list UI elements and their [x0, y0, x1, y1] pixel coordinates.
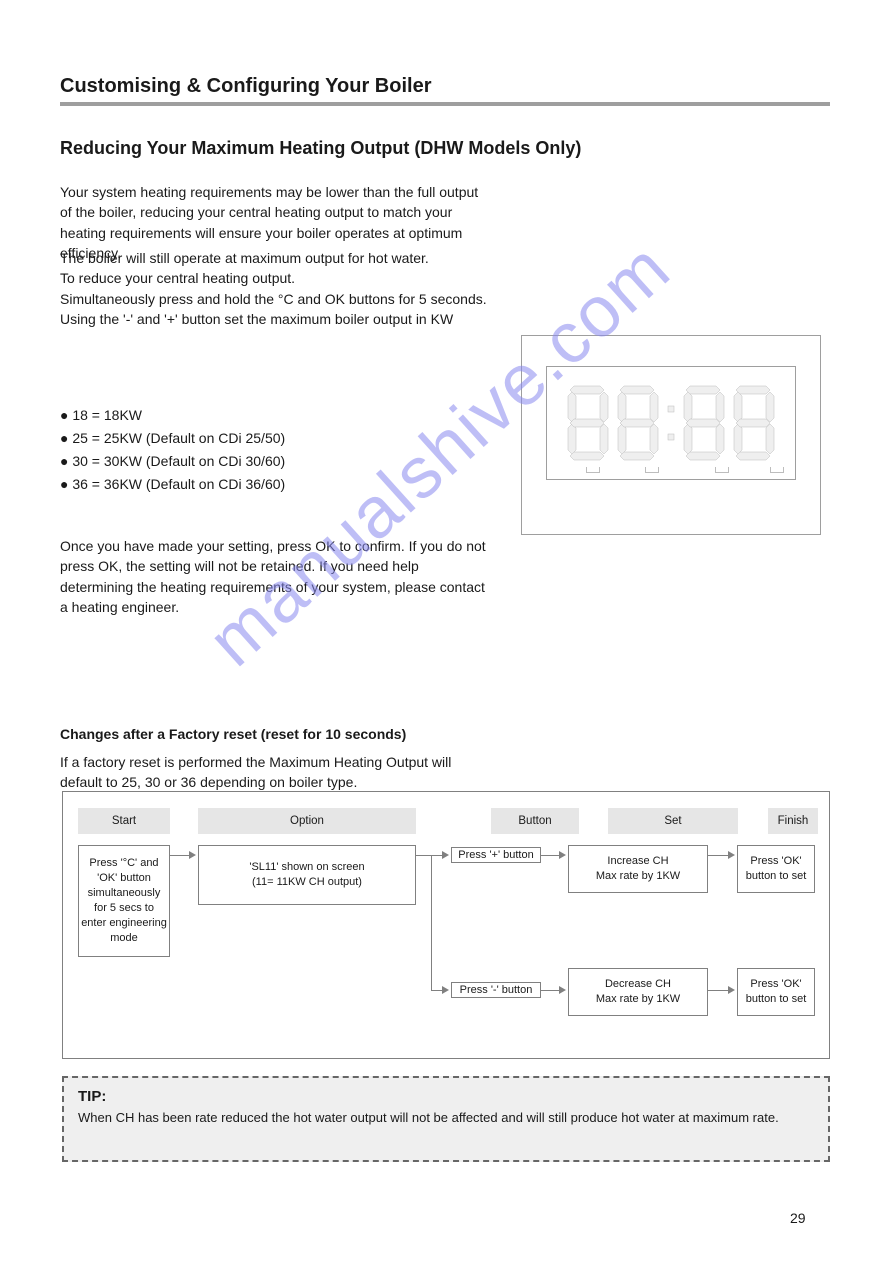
flow-set-up-box: Increase CH Max rate by 1KW	[568, 845, 708, 893]
flow-line: button to set	[746, 992, 807, 1007]
flow-diagram: Start Option Button Set Finish Press '°C…	[62, 791, 830, 1059]
flow-line: Press '-' button	[460, 983, 533, 998]
flow-col-button: Button	[491, 808, 579, 834]
seven-segment-digit	[732, 384, 776, 462]
flow-line: Increase CH	[607, 854, 668, 869]
divider-rule	[60, 102, 830, 106]
bullet: ● 36 = 36KW (Default on CDi 36/60)	[60, 474, 490, 495]
flow-btn-up-box: Press '+' button	[451, 847, 541, 863]
arrow	[541, 855, 561, 856]
seven-segment-group	[547, 367, 795, 479]
flow-col-start: Start	[78, 808, 170, 834]
reset-heading: Changes after a Factory reset (reset for…	[60, 726, 406, 742]
kw-bullets: ● 18 = 18KW ● 25 = 25KW (Default on CDi …	[60, 405, 490, 497]
underflag-icon	[645, 467, 659, 473]
bullet: ● 30 = 30KW (Default on CDi 30/60)	[60, 451, 490, 472]
underflag-icon	[586, 467, 600, 473]
flow-line: enter engineering	[81, 916, 167, 931]
underflag-icon	[770, 467, 784, 473]
paragraph-confirm: Once you have made your setting, press O…	[60, 536, 490, 617]
flow-col-set: Set	[608, 808, 738, 834]
flow-line: 'OK' button	[97, 871, 151, 886]
section-subtitle: Reducing Your Maximum Heating Output (DH…	[60, 138, 581, 159]
flow-line: Press '°C' and	[89, 856, 158, 871]
seven-segment-digit	[682, 384, 726, 462]
paragraph-procedure: The boiler will still operate at maximum…	[60, 248, 490, 329]
flow-line: Max rate by 1KW	[596, 992, 680, 1007]
page-title: Customising & Configuring Your Boiler	[60, 75, 431, 98]
underflag-icon	[715, 467, 729, 473]
arrow	[708, 855, 730, 856]
flow-line: 'SL11' shown on screen	[249, 860, 364, 875]
arrow	[541, 990, 561, 991]
flow-col-option: Option	[198, 808, 416, 834]
page-number: 29	[790, 1210, 806, 1226]
bullet: ● 25 = 25KW (Default on CDi 25/50)	[60, 428, 490, 449]
flow-start-box: Press '°C' and 'OK' button simultaneousl…	[78, 845, 170, 957]
tip-body: When CH has been rate reduced the hot wa…	[78, 1109, 814, 1127]
tip-heading: TIP:	[78, 1088, 814, 1105]
seven-segment-digit	[616, 384, 660, 462]
tip-box: TIP: When CH has been rate reduced the h…	[62, 1076, 830, 1162]
flow-line: Max rate by 1KW	[596, 869, 680, 884]
arrow-head-icon	[728, 851, 735, 859]
bullet: ● 18 = 18KW	[60, 405, 490, 426]
arrow-head-icon	[559, 986, 566, 994]
flow-line: simultaneously	[88, 886, 161, 901]
arrow-head-icon	[728, 986, 735, 994]
flow-fin-dn-box: Press 'OK' button to set	[737, 968, 815, 1016]
seven-segment-digit	[566, 384, 610, 462]
flow-line: Press '+' button	[458, 848, 533, 863]
flow-set-dn-box: Decrease CH Max rate by 1KW	[568, 968, 708, 1016]
flow-line: mode	[110, 931, 138, 946]
paragraph-reset: If a factory reset is performed the Maxi…	[60, 752, 490, 793]
flow-btn-dn-box: Press '-' button	[451, 982, 541, 998]
flow-line: for 5 secs to	[94, 901, 154, 916]
flow-col-finish: Finish	[768, 808, 818, 834]
arrow	[170, 855, 191, 856]
arrow	[708, 990, 730, 991]
lcd-inner	[546, 366, 796, 480]
lcd-display	[521, 335, 821, 535]
arrow-head-icon	[442, 851, 449, 859]
arrow-head-icon	[442, 986, 449, 994]
arrow-head-icon	[189, 851, 196, 859]
flow-line: Press 'OK'	[750, 854, 801, 869]
flow-line: Press 'OK'	[750, 977, 801, 992]
flow-line: Decrease CH	[605, 977, 671, 992]
flow-line: (11= 11KW CH output)	[252, 875, 362, 890]
flow-option-box: 'SL11' shown on screen (11= 11KW CH outp…	[198, 845, 416, 905]
arrow-head-icon	[559, 851, 566, 859]
arrow	[416, 855, 444, 856]
arrow	[431, 855, 432, 990]
colon-icon	[666, 384, 676, 462]
flow-line: button to set	[746, 869, 807, 884]
flow-fin-up-box: Press 'OK' button to set	[737, 845, 815, 893]
